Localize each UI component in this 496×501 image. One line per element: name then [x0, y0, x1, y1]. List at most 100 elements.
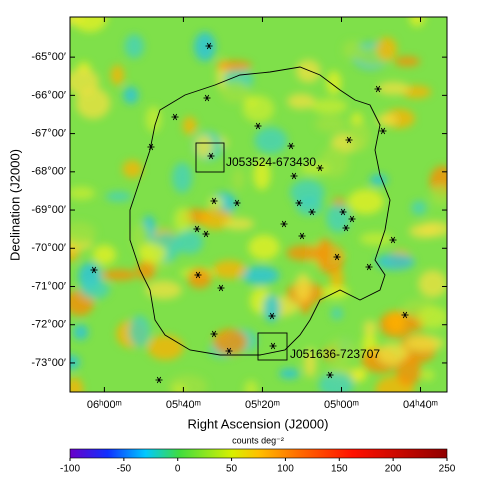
texture-blob: [145, 280, 182, 300]
source-marker: [343, 224, 349, 232]
plot-frame: [69, 16, 448, 393]
texture-blob: [216, 60, 252, 71]
y-tick-label: -71°00′: [31, 280, 66, 292]
texture-blob: [405, 335, 445, 352]
texture-blob: [417, 306, 447, 329]
source-marker: [402, 311, 408, 319]
y-tick-label: -67°00′: [31, 127, 66, 139]
source-marker: [234, 199, 240, 207]
texture-blob: [136, 260, 156, 281]
source-marker: [380, 127, 386, 135]
texture-blob: [376, 342, 409, 365]
source-marker: [204, 94, 210, 102]
texture-blob: [409, 17, 426, 27]
source-marker: [334, 253, 340, 261]
texture-blob: [194, 31, 216, 62]
texture-blob: [375, 253, 415, 271]
source-marker: [269, 312, 275, 320]
texture-blob: [396, 357, 421, 386]
source-marker: [156, 376, 162, 384]
texture-blob: [182, 116, 197, 135]
texture-blob: [138, 243, 167, 264]
y-tick-label: -72°00′: [31, 319, 66, 331]
texture-blob: [110, 64, 125, 86]
texture-blob: [376, 37, 398, 61]
texture-blob: [294, 272, 312, 303]
texture-blob: [352, 367, 367, 382]
texture-blob: [347, 189, 384, 215]
y-tick-label: -73°00′: [31, 357, 66, 369]
source-marker: [270, 342, 276, 350]
source-marker: [172, 113, 178, 121]
texture-blob: [409, 223, 439, 239]
x-axis-label: Right Ascension (J2000): [188, 416, 329, 431]
texture-blob: [70, 354, 81, 370]
source-marker: [346, 136, 352, 144]
texture-blob: [430, 184, 447, 207]
source-marker: [288, 142, 294, 150]
texture-blob: [377, 81, 410, 96]
y-tick-label: -66°00′: [31, 89, 66, 101]
texture-blob: [208, 196, 224, 209]
texture-blob: [369, 174, 388, 186]
source-marker: [340, 208, 346, 216]
y-tick-label: -68°00′: [31, 166, 66, 178]
texture-blob: [314, 115, 347, 133]
y-tick-label: -65°00′: [31, 51, 66, 63]
texture-blob: [71, 17, 108, 33]
texture-blob: [253, 160, 271, 191]
contour: [129, 66, 391, 356]
texture-blob: [128, 315, 151, 348]
texture-blob: [347, 121, 372, 152]
source-marker: [390, 236, 396, 244]
texture-blob: [418, 269, 447, 298]
texture-blob: [326, 70, 342, 95]
source-box: [257, 332, 288, 361]
source-marker: [375, 85, 381, 93]
texture-blob: [316, 238, 333, 270]
texture-blob: [75, 87, 111, 120]
texture-blob: [172, 162, 193, 193]
source-marker: [299, 232, 305, 240]
source-marker: [366, 263, 372, 271]
annotation: J051636-723707: [290, 347, 380, 361]
texture-blob: [123, 86, 139, 104]
texture-blob: [70, 186, 96, 200]
texture-blob: [296, 59, 321, 83]
colorbar-label: counts deg⁻²: [232, 435, 284, 445]
texture-blob: [220, 80, 250, 104]
texture-blob: [213, 328, 248, 355]
texture-blob: [278, 368, 300, 379]
texture-blob: [394, 56, 420, 67]
source-marker: [208, 152, 214, 160]
texture-blob: [363, 320, 377, 336]
texture-blob: [254, 127, 288, 154]
texture-blob: [173, 383, 187, 392]
source-marker: [309, 208, 315, 216]
x-tick-label: 05ʰ40ᵐ: [166, 399, 201, 411]
source-marker: [218, 284, 224, 292]
texture-blob: [244, 380, 259, 392]
texture-blob: [318, 372, 355, 392]
source-marker: [226, 347, 232, 355]
texture-blob: [319, 146, 349, 179]
texture-blob: [376, 113, 398, 127]
colorbar-tick-label: 100: [277, 464, 294, 475]
texture-blob: [299, 163, 330, 175]
x-tick-label: 04ʰ40ᵐ: [403, 399, 438, 411]
source-marker: [327, 371, 333, 379]
colorbar-tick-label: 250: [439, 464, 456, 475]
map-texture: [70, 17, 447, 392]
x-tick-label: 05ʰ20ᵐ: [245, 399, 280, 411]
source-marker: [211, 197, 217, 205]
texture-blob: [411, 200, 427, 216]
texture-blob: [241, 266, 280, 285]
texture-blob: [70, 377, 84, 392]
texture-blob: [147, 335, 184, 361]
texture-blob: [145, 105, 162, 133]
y-tick-label: -70°00′: [31, 242, 66, 254]
source-marker: [281, 220, 287, 228]
source-marker: [296, 199, 302, 207]
